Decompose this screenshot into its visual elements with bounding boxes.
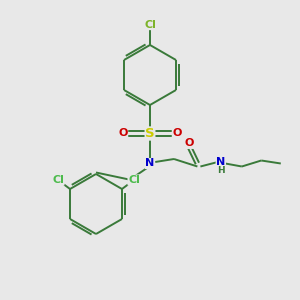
Text: O: O bbox=[172, 128, 182, 139]
Text: N: N bbox=[146, 158, 154, 169]
Text: O: O bbox=[184, 138, 194, 148]
Text: S: S bbox=[145, 127, 155, 140]
Text: Cl: Cl bbox=[144, 20, 156, 30]
Text: Cl: Cl bbox=[52, 175, 64, 185]
Text: H: H bbox=[217, 167, 225, 176]
Text: O: O bbox=[118, 128, 128, 139]
Text: N: N bbox=[216, 157, 225, 167]
Text: Cl: Cl bbox=[128, 175, 140, 185]
